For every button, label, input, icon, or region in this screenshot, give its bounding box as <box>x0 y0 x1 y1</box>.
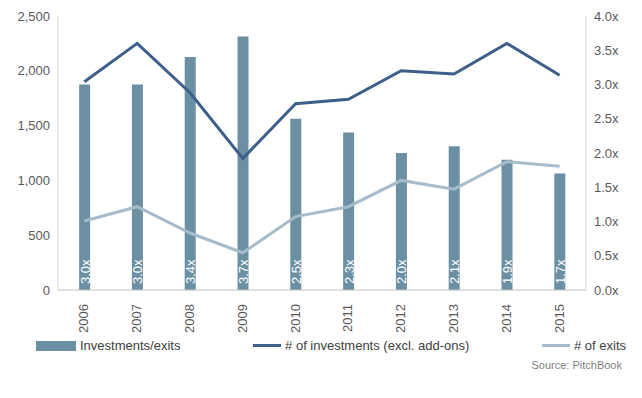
svg-text:1,500: 1,500 <box>17 118 50 133</box>
svg-text:2,000: 2,000 <box>17 63 50 78</box>
svg-text:3.0x: 3.0x <box>130 259 145 284</box>
svg-text:3.5x: 3.5x <box>594 43 619 58</box>
html-text:Source: PitchBook: Source: PitchBook <box>531 359 622 371</box>
svg-text:1,000: 1,000 <box>17 173 50 188</box>
svg-text:1.5x: 1.5x <box>594 180 619 195</box>
svg-text:2,500: 2,500 <box>17 9 50 24</box>
svg-text:500: 500 <box>28 228 50 243</box>
html-text:# of exits: # of exits <box>574 338 626 353</box>
svg-text:0.0x: 0.0x <box>594 283 619 298</box>
svg-text:2015: 2015 <box>552 304 567 333</box>
svg-text:4.0x: 4.0x <box>594 9 619 24</box>
svg-text:2013: 2013 <box>446 304 461 333</box>
svg-text:2014: 2014 <box>499 304 514 333</box>
svg-text:3.0x: 3.0x <box>594 77 619 92</box>
svg-text:0: 0 <box>43 283 50 298</box>
svg-text:2.3x: 2.3x <box>342 259 357 284</box>
svg-text:2006: 2006 <box>76 304 91 333</box>
svg-text:2012: 2012 <box>393 304 408 333</box>
svg-text:2007: 2007 <box>129 304 144 333</box>
svg-text:2.5x: 2.5x <box>594 111 619 126</box>
svg-text:3.7x: 3.7x <box>236 259 251 284</box>
html-text:Investments/exits: Investments/exits <box>80 338 181 353</box>
svg-text:2.0x: 2.0x <box>394 259 409 284</box>
svg-text:2009: 2009 <box>235 304 250 333</box>
svg-text:2008: 2008 <box>182 304 197 333</box>
svg-text:3.0x: 3.0x <box>78 259 93 284</box>
svg-text:2.0x: 2.0x <box>594 146 619 161</box>
svg-text:2.1x: 2.1x <box>447 259 462 284</box>
svg-text:3.4x: 3.4x <box>183 259 198 284</box>
svg-text:0.5x: 0.5x <box>594 248 619 263</box>
svg-text:1.7x: 1.7x <box>553 259 568 284</box>
svg-text:2011: 2011 <box>340 304 355 332</box>
svg-text:1.9x: 1.9x <box>500 259 515 284</box>
svg-text:1.0x: 1.0x <box>594 214 619 229</box>
html-text:# of investments (excl. add-on: # of investments (excl. add-ons) <box>285 338 470 353</box>
svg-text:2.5x: 2.5x <box>289 259 304 284</box>
svg-text:2010: 2010 <box>288 304 303 333</box>
